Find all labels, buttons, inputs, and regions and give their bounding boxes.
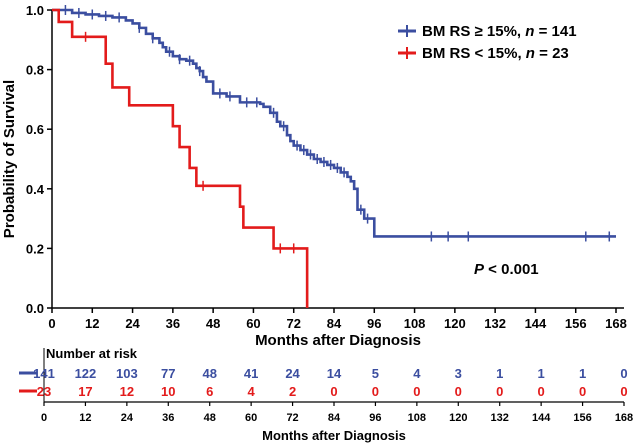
series-line-0 xyxy=(52,8,616,238)
legend-label-high: BM RS ≥ 15%, n = 141 xyxy=(422,23,577,40)
risk-cell: 24 xyxy=(285,366,300,381)
risk-cell: 103 xyxy=(116,366,138,381)
risk-cell: 12 xyxy=(120,384,134,399)
risk-cell: 4 xyxy=(248,384,256,399)
x-tick-label: 96 xyxy=(367,316,381,331)
risk-cell: 0 xyxy=(330,384,337,399)
risk-cell: 77 xyxy=(161,366,175,381)
series-line-1 xyxy=(52,8,309,308)
risk-tick-label: 12 xyxy=(79,412,91,424)
x-tick-label: 120 xyxy=(444,316,466,331)
risk-values: 141 122 103 77 48 41 24 14 5 4 3 1 1 1 023 17 12 10 6 4 2 0 0 0… xyxy=(33,366,627,399)
risk-tick-label: 144 xyxy=(532,412,551,424)
risk-cell: 5 xyxy=(372,366,379,381)
legend-label-low: BM RS < 15%, n = 23 xyxy=(422,45,569,62)
survival-curves xyxy=(52,5,616,308)
risk-cell: 0 xyxy=(620,384,627,399)
risk-cell: 10 xyxy=(161,384,175,399)
risk-cell: 0 xyxy=(496,384,503,399)
risk-cell: 0 xyxy=(538,384,545,399)
y-ticks: 0.0 0.2 0.4 0.6 0.8 1.0 xyxy=(26,3,52,316)
x-ticks: 0 12 24 36 48 60 72 84 96 108 120 132 144 156 168 xyxy=(48,308,627,331)
risk-cell: 14 xyxy=(327,366,342,381)
risk-cell: 6 xyxy=(206,384,213,399)
risk-tick-label: 132 xyxy=(491,412,509,424)
x-tick-label: 0 xyxy=(48,316,55,331)
x-tick-label: 72 xyxy=(286,316,300,331)
risk-tick-label: 48 xyxy=(204,412,216,424)
risk-cell: 1 xyxy=(496,366,503,381)
x-tick-label: 156 xyxy=(565,316,587,331)
x-tick-label: 48 xyxy=(206,316,220,331)
risk-cell: 0 xyxy=(413,384,420,399)
y-tick-label: 0.8 xyxy=(26,63,44,78)
y-tick-label: 0.4 xyxy=(26,182,45,197)
risk-tick-label: 72 xyxy=(286,412,298,424)
risk-cell: 3 xyxy=(455,366,462,381)
risk-tick-label: 168 xyxy=(615,412,633,424)
y-axis-title: Probability of Survival xyxy=(1,80,18,238)
y-tick-label: 0.2 xyxy=(26,241,44,256)
p-value-annotation: P < 0.001 xyxy=(474,261,539,278)
risk-cell: 48 xyxy=(202,366,216,381)
risk-cell: 23 xyxy=(37,384,51,399)
legend-n-high: n xyxy=(525,23,534,40)
y-tick-label: 0.6 xyxy=(26,122,44,137)
risk-cell: 41 xyxy=(244,366,258,381)
risk-axis-title: Months after Diagnosis xyxy=(262,428,406,443)
risk-cell: 141 xyxy=(33,366,55,381)
risk-cell: 0 xyxy=(455,384,462,399)
risk-tick-label: 0 xyxy=(41,412,47,424)
x-tick-label: 12 xyxy=(85,316,99,331)
risk-table-title: Number at risk xyxy=(46,346,138,361)
legend-count-low: = 23 xyxy=(535,45,569,62)
legend-n-low: n xyxy=(526,45,535,62)
legend-count-high: = 141 xyxy=(534,23,576,40)
risk-cell: 17 xyxy=(78,384,92,399)
x-tick-label: 132 xyxy=(484,316,506,331)
risk-tick-label: 60 xyxy=(245,412,257,424)
risk-tick-label: 108 xyxy=(408,412,426,424)
y-tick-label: 0.0 xyxy=(26,301,44,316)
y-tick-label: 1.0 xyxy=(26,3,44,18)
x-tick-label: 168 xyxy=(605,316,627,331)
x-tick-label: 36 xyxy=(166,316,180,331)
risk-tick-label: 24 xyxy=(121,412,134,424)
legend-main-low: BM RS < 15%, xyxy=(422,45,526,62)
risk-cell: 1 xyxy=(538,366,545,381)
risk-tick-label: 36 xyxy=(162,412,174,424)
p-value-text: < 0.001 xyxy=(484,261,539,278)
risk-cell: 0 xyxy=(620,366,627,381)
risk-cell: 4 xyxy=(413,366,421,381)
x-tick-label: 84 xyxy=(327,316,342,331)
risk-cell: 2 xyxy=(289,384,296,399)
x-tick-label: 24 xyxy=(125,316,140,331)
risk-cell: 1 xyxy=(579,366,586,381)
risk-table: Number at risk 141 122 103 77 48 41 24 14 5 4 3 1 1 1… xyxy=(19,346,633,443)
risk-tick-label: 120 xyxy=(449,412,467,424)
x-tick-label: 108 xyxy=(404,316,426,331)
x-axis-title: Months after Diagnosis xyxy=(255,332,421,349)
x-tick-label: 144 xyxy=(525,316,547,331)
risk-cell: 0 xyxy=(579,384,586,399)
legend-entry-high: BM RS ≥ 15%, n = 141 xyxy=(398,23,577,40)
risk-tick-label: 156 xyxy=(573,412,591,424)
legend-main-high: BM RS ≥ 15%, xyxy=(422,23,525,40)
risk-cell: 0 xyxy=(372,384,379,399)
legend: BM RS ≥ 15%, n = 141 BM RS < 15%, n = 23 xyxy=(398,23,577,62)
risk-ticks: 0 12 24 36 48 60 72 84 96 108 120 132 144 156 168 xyxy=(41,402,633,424)
risk-cell: 122 xyxy=(75,366,97,381)
p-value-letter: P xyxy=(474,261,485,278)
x-tick-label: 60 xyxy=(246,316,260,331)
legend-entry-low: BM RS < 15%, n = 23 xyxy=(398,45,569,62)
risk-tick-label: 84 xyxy=(328,412,341,424)
risk-tick-label: 96 xyxy=(369,412,381,424)
